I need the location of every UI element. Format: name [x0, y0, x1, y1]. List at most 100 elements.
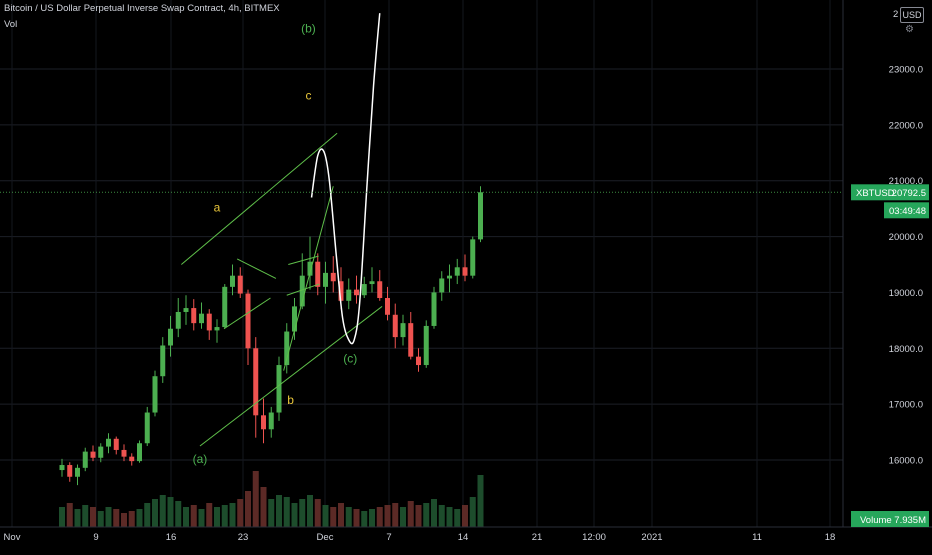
x-tick-label: Nov — [4, 532, 21, 543]
candle-body — [385, 298, 390, 315]
volume-bar — [454, 509, 461, 527]
candle-body — [75, 467, 80, 477]
candle-body — [253, 348, 259, 416]
x-tick-label: 12:00 — [582, 532, 606, 543]
volume-bar — [299, 499, 306, 527]
gear-icon[interactable]: ⚙ — [905, 24, 914, 35]
candle-body — [268, 412, 274, 430]
candle-body — [361, 284, 367, 296]
projection-path — [310, 13, 381, 345]
candle-body — [307, 261, 313, 276]
volume-bar — [183, 507, 189, 527]
volume-bar — [438, 505, 445, 527]
candle-body — [245, 293, 251, 349]
volume-bar — [268, 499, 275, 527]
volume-bars — [59, 471, 484, 527]
x-tick-label: 11 — [752, 532, 762, 543]
volume-bar — [167, 497, 174, 527]
candle-body — [237, 275, 243, 294]
candle-body — [392, 314, 398, 338]
wave-label: (c) — [343, 351, 357, 365]
wave-label: (a) — [193, 452, 208, 466]
volume-bar — [152, 499, 158, 527]
candle-body — [315, 261, 321, 287]
y-tick-label: 18000.0 — [889, 344, 923, 355]
x-tick-label: 14 — [458, 532, 469, 543]
volume-bar — [477, 475, 484, 527]
volume-bar — [423, 503, 430, 527]
volume-bar — [82, 505, 89, 527]
volume-bar — [307, 495, 313, 527]
chart-title: Bitcoin / US Dollar Perpetual Inverse Sw… — [4, 3, 280, 14]
candle-body — [439, 278, 445, 293]
candle-body — [338, 281, 344, 301]
candle-body — [408, 323, 414, 357]
candle-body — [276, 365, 282, 413]
volume-bar — [198, 509, 205, 527]
volume-bar — [74, 509, 81, 527]
volume-bar — [245, 491, 251, 527]
candle-body — [284, 331, 290, 366]
candle-body — [106, 438, 111, 447]
trendline — [199, 305, 383, 447]
last-price-symbol: XBTUSD — [856, 188, 895, 199]
volume-bar — [221, 505, 228, 527]
candle-body — [152, 376, 158, 413]
last-price-value: 20792.5 — [892, 188, 926, 199]
candle-body — [416, 356, 421, 366]
candle-body — [90, 451, 96, 458]
candle-body — [160, 345, 166, 377]
currency-button[interactable]: USD — [900, 7, 924, 23]
candle-body — [354, 289, 359, 296]
volume-bar — [462, 505, 468, 527]
candle-body — [431, 292, 437, 326]
trendline — [288, 255, 319, 265]
x-tick-label: 9 — [93, 532, 98, 543]
candle-body — [199, 313, 204, 324]
x-tick-label: 23 — [238, 532, 249, 543]
countdown-label: 03:49:48 — [889, 206, 926, 217]
volume-bar — [105, 507, 112, 527]
trendline — [236, 258, 277, 279]
candle-body — [447, 275, 452, 279]
candle-body — [299, 275, 305, 307]
volume-bar — [144, 503, 151, 527]
candle-body — [137, 443, 142, 462]
projection-layer — [310, 13, 381, 345]
candle-body — [400, 323, 406, 338]
annotations: a b c (a) (b) (c) — [193, 22, 358, 466]
volume-bar — [276, 495, 282, 527]
volume-bar — [431, 499, 437, 527]
volume-bar — [446, 507, 453, 527]
volume-bar — [407, 501, 414, 527]
volume-bar — [252, 471, 259, 527]
volume-bar — [369, 509, 375, 527]
candle-body — [323, 272, 328, 287]
volume-bar — [415, 505, 422, 527]
volume-bar — [97, 511, 104, 527]
volume-bar — [214, 507, 220, 527]
candle-body — [222, 286, 228, 328]
y-tick-label: 16000.0 — [889, 456, 923, 467]
candle-body — [129, 456, 135, 462]
candle-body — [144, 412, 150, 444]
volume-bar — [229, 503, 236, 527]
volume-bar — [400, 507, 406, 527]
volume-bar — [330, 507, 337, 527]
candle-body — [261, 415, 266, 430]
x-tick-label: Dec — [317, 532, 334, 543]
volume-bar — [190, 505, 197, 527]
trendline — [181, 132, 338, 265]
volume-bar — [283, 497, 290, 527]
last-price-tag — [851, 184, 929, 201]
volume-indicator-label[interactable]: Vol — [4, 19, 18, 30]
y-axis: 23000.0 22000.0 21000.0 20000.0 19000.0 18000… — [889, 9, 923, 467]
volume-bar — [260, 487, 267, 527]
candle-body — [292, 306, 297, 332]
x-tick-label: 18 — [825, 532, 836, 543]
volume-bar — [136, 509, 143, 527]
volume-bar — [353, 509, 360, 527]
candle-body — [454, 267, 460, 276]
